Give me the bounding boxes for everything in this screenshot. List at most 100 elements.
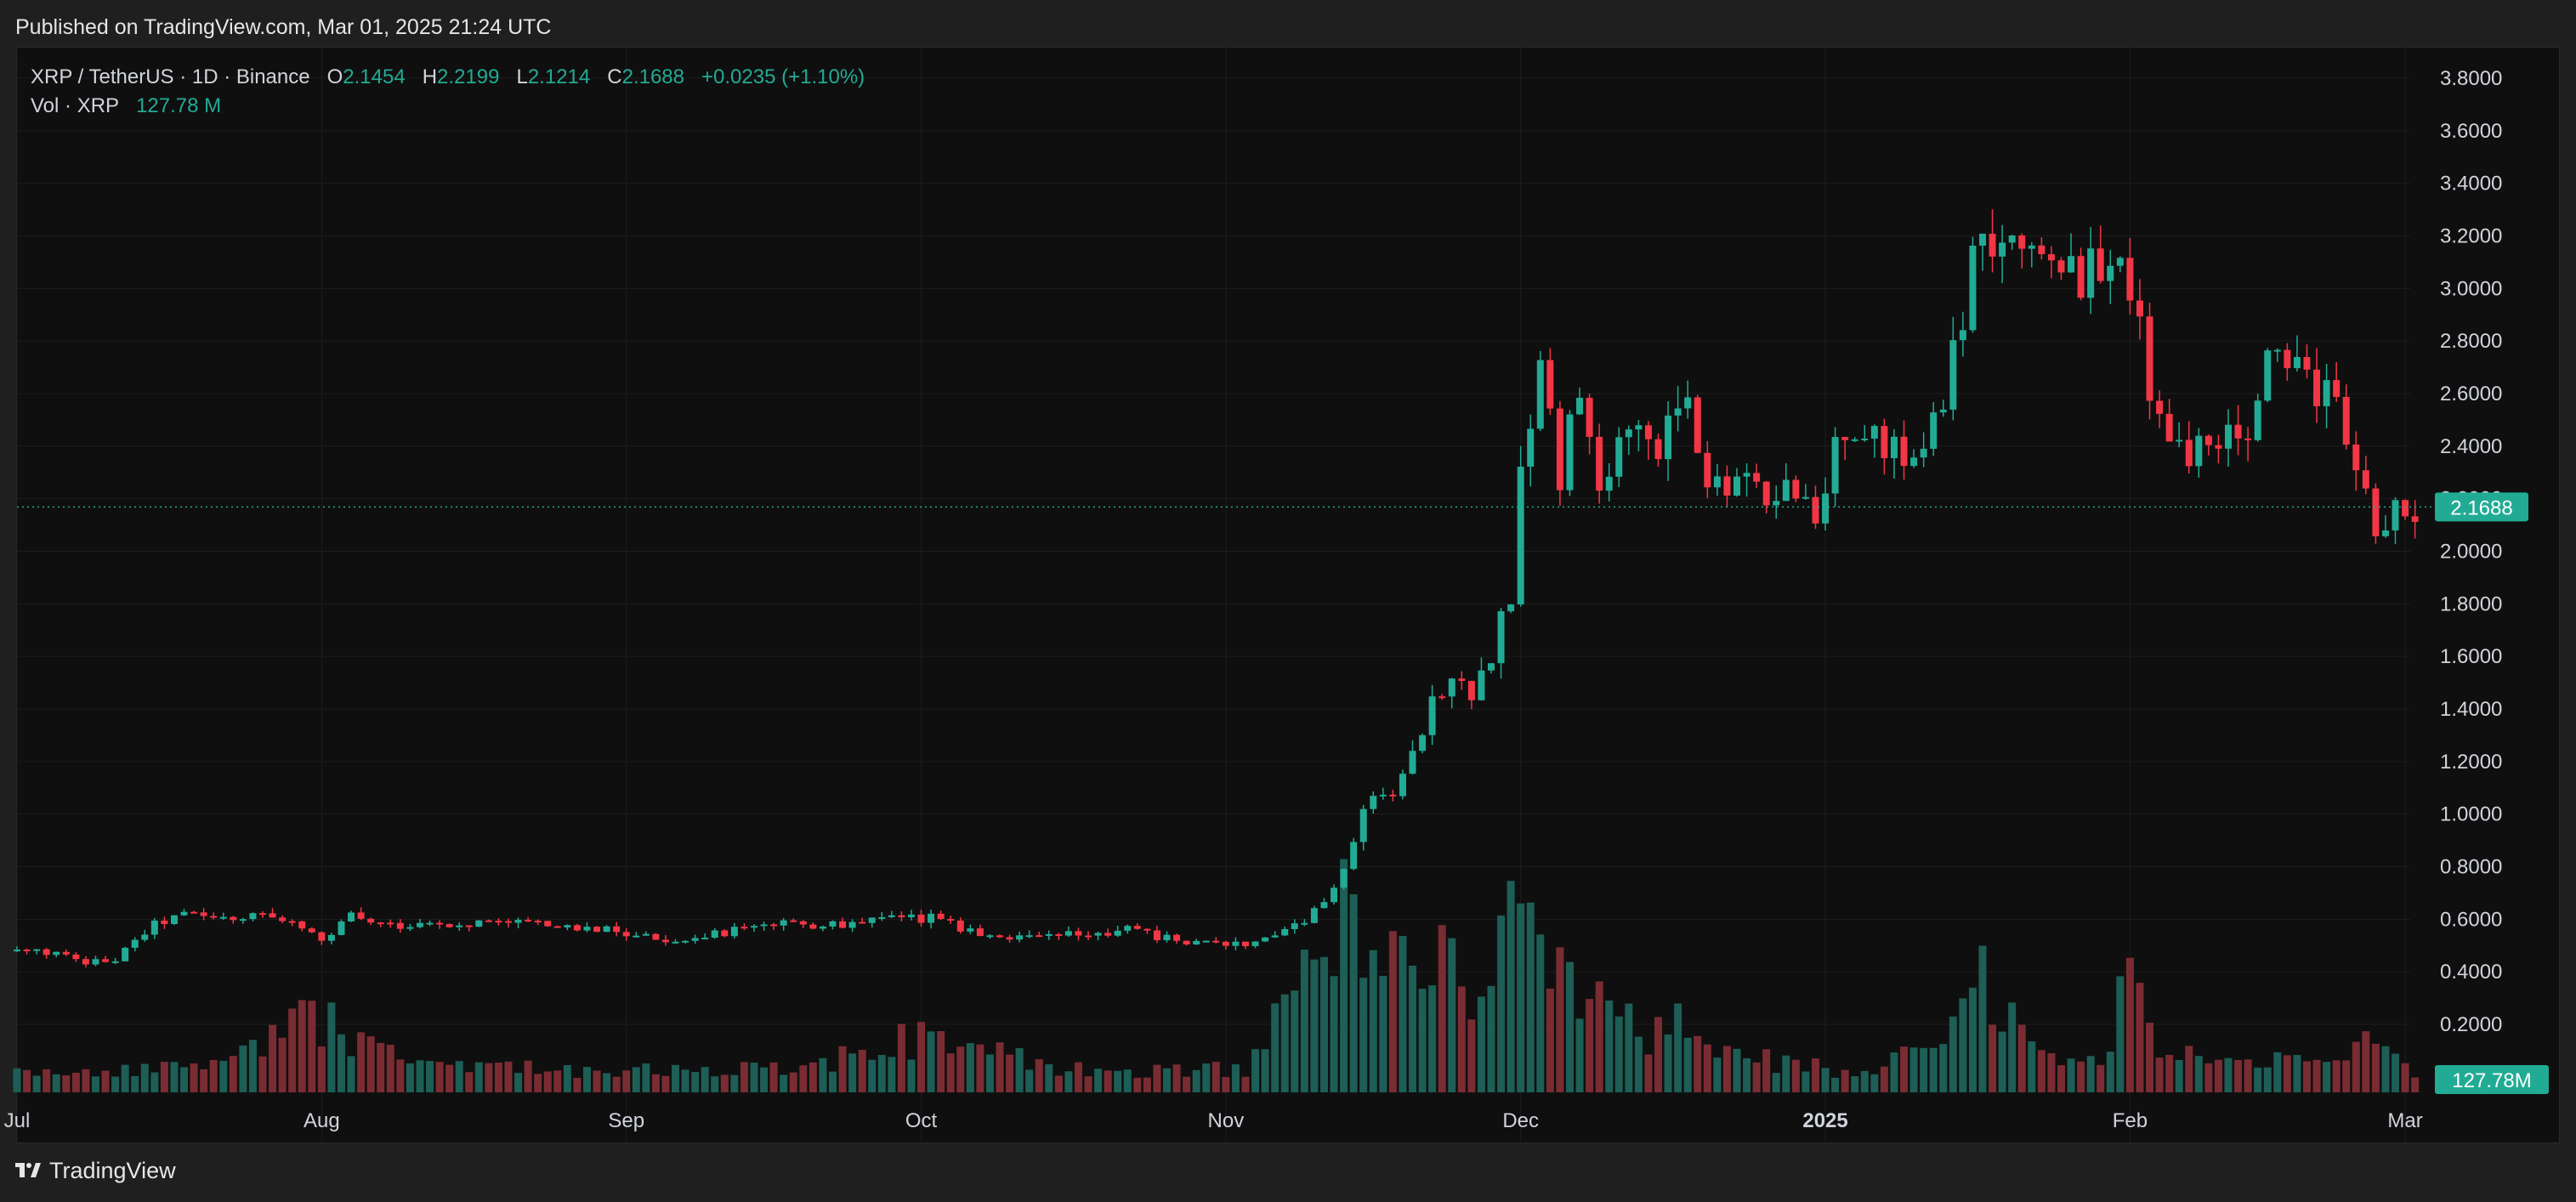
candle-body xyxy=(1801,496,1809,499)
candle-body xyxy=(1517,466,1524,605)
volume-bar xyxy=(2273,1052,2282,1092)
open-value: 2.1454 xyxy=(343,65,406,88)
last-volume-badge xyxy=(2435,1065,2549,1094)
candle-body xyxy=(2087,248,2095,298)
candle-body xyxy=(780,920,787,926)
volume-bar xyxy=(160,1062,168,1092)
candle-body xyxy=(2225,424,2232,449)
volume-bar xyxy=(1448,938,1456,1092)
volume-bar xyxy=(2323,1062,2331,1092)
volume-bar xyxy=(1006,1054,1014,1092)
volume-bar xyxy=(1939,1044,1948,1092)
volume-bar xyxy=(1467,1019,1476,1092)
candle-body xyxy=(1124,926,1132,931)
candle-body xyxy=(1762,481,1770,506)
volume-bar xyxy=(1409,965,1417,1092)
volume-bar xyxy=(465,1072,474,1092)
volume-bar xyxy=(1791,1059,1800,1092)
volume-bar xyxy=(612,1076,621,1092)
candle-body xyxy=(760,924,768,927)
volume-bar xyxy=(1920,1047,1928,1092)
time-tick-label: Oct xyxy=(905,1109,938,1132)
volume-bar xyxy=(150,1072,159,1092)
candle-body xyxy=(1488,663,1495,671)
candle-body xyxy=(1242,941,1249,947)
candle-body xyxy=(1409,751,1416,774)
volume-label[interactable]: Vol · XRP xyxy=(31,94,120,117)
volume-bar xyxy=(308,1001,316,1092)
volume-bar xyxy=(1202,1063,1211,1092)
price-candles xyxy=(14,209,2419,968)
candle-body xyxy=(1556,408,1563,490)
volume-bar xyxy=(2302,1061,2311,1092)
candle-body xyxy=(2077,256,2085,298)
volume-bar xyxy=(1586,999,1594,1092)
high-value: 2.2199 xyxy=(437,65,500,88)
volume-bar xyxy=(1989,1024,1997,1092)
candle-body xyxy=(564,925,571,927)
last-price-badge xyxy=(2435,492,2528,522)
volume-bar xyxy=(1526,902,1535,1092)
volume-bar xyxy=(563,1064,571,1092)
volume-bar xyxy=(269,1024,277,1092)
candle-body xyxy=(661,939,669,943)
volume-bar xyxy=(2392,1053,2400,1092)
candle-body xyxy=(1596,436,1603,491)
volume-bar xyxy=(524,1060,532,1092)
candle-body xyxy=(534,921,542,923)
volume-bar xyxy=(553,1070,562,1092)
candle-body xyxy=(1212,940,1220,943)
candle-body xyxy=(2146,316,2153,401)
time-tick-label: Aug xyxy=(304,1109,340,1132)
price-tick-label: 0.6000 xyxy=(2440,908,2502,931)
candle-body xyxy=(1999,242,2006,257)
candle-body xyxy=(1478,670,1485,700)
volume-bar xyxy=(239,1045,247,1092)
volume-bar xyxy=(366,1036,375,1092)
candle-body xyxy=(2068,256,2075,273)
volume-bar xyxy=(1694,1035,1702,1092)
volume-bar xyxy=(1978,945,1987,1092)
candle-body xyxy=(1222,941,1229,946)
volume-bar xyxy=(1418,989,1427,1092)
candle-body xyxy=(406,927,414,929)
candle-body xyxy=(33,949,41,951)
published-caption: Published on TradingView.com, Mar 01, 20… xyxy=(15,15,552,39)
volume-bar xyxy=(327,1002,336,1092)
candle-body xyxy=(1969,245,1977,331)
footer-brand[interactable]: TradingView xyxy=(15,1158,176,1184)
candle-body xyxy=(1350,842,1358,870)
candle-body xyxy=(1419,734,1427,751)
price-tick-label: 3.2000 xyxy=(2440,225,2502,248)
candle-body xyxy=(1399,774,1406,797)
candle-body xyxy=(141,934,149,940)
chart-panel[interactable] xyxy=(16,47,2560,1143)
candle-body xyxy=(1438,696,1446,699)
candle-body xyxy=(396,922,404,929)
volume-bar xyxy=(1388,931,1397,1092)
volume-bar xyxy=(1968,987,1977,1092)
candle-body xyxy=(622,932,630,937)
candle-body xyxy=(475,920,483,927)
candle-body xyxy=(2107,265,2114,281)
candle-body xyxy=(92,959,99,965)
candle-body xyxy=(1310,908,1318,923)
volume-bar xyxy=(1133,1077,1142,1092)
volume-bar xyxy=(2086,1056,2095,1092)
candle-body xyxy=(1064,931,1072,936)
volume-bar xyxy=(799,1065,808,1092)
volume-bar xyxy=(2077,1061,2085,1092)
symbol-title[interactable]: XRP / TetherUS · 1D · Binance xyxy=(31,65,310,88)
candle-body xyxy=(2264,350,2272,401)
candle-body xyxy=(279,917,287,921)
candle-body xyxy=(1723,476,1731,496)
volume-bar xyxy=(2017,1024,2026,1092)
volume-bar xyxy=(1143,1077,1151,1092)
price-axis: 3.8000 3.6000 3.4000 3.2000 3.0000 2.8000 2.60… xyxy=(2440,67,2502,1036)
volume-bar xyxy=(691,1072,700,1092)
volume-bar xyxy=(907,1059,916,1092)
candle-body xyxy=(2097,248,2104,281)
candle-body xyxy=(642,933,650,936)
candle-body xyxy=(239,919,247,921)
